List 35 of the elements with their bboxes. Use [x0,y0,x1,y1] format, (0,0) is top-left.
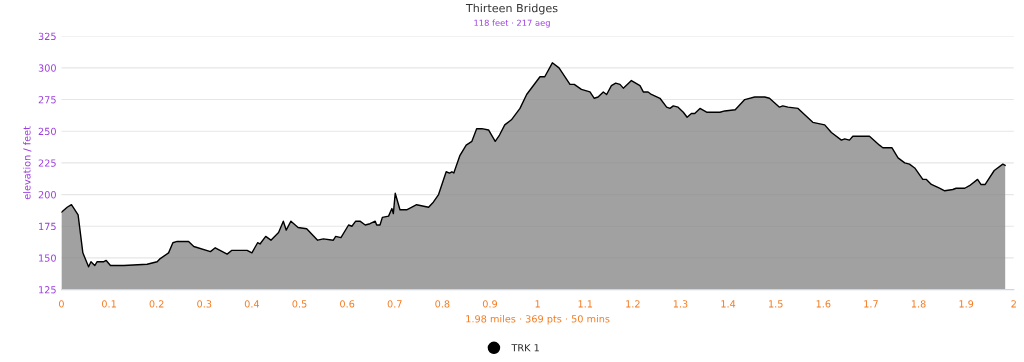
x-tick-label: 1.6 [816,300,831,308]
x-tick-label: 0.4 [244,300,260,308]
x-tick-label: 1.1 [578,300,593,308]
x-tick-label: 1.9 [959,300,974,308]
y-tick-label: 175 [39,222,56,231]
x-tick-label: 0.9 [482,300,498,308]
x-tick-label: 0.2 [149,300,164,308]
y-tick-label: 275 [38,96,56,104]
x-tick-label: 0.8 [435,300,450,308]
x-axis-title: 1.98 miles · 369 pts · 50 mins [466,314,610,325]
y-tick-label: 225 [38,159,56,167]
x-tick-label: 0.6 [340,300,355,308]
chart-title: Thirteen Bridges [465,3,558,15]
y-tick-label: 300 [38,64,56,72]
x-tick-label: 1.3 [673,300,688,308]
y-tick-label: 250 [38,127,56,136]
legend-label: TRK 1 [511,344,539,352]
x-tick-label: 1.5 [769,300,783,308]
x-tick-label: 1.8 [911,300,926,308]
y-tick-label: 125 [39,286,56,294]
y-tick-label: 325 [38,32,56,41]
x-tick-label: 1.4 [721,300,736,308]
x-tick-label: 0.3 [197,300,212,308]
x-tick-label: 0.7 [387,300,402,308]
x-tick-label: 1 [535,300,540,308]
x-tick-label: 0.1 [101,300,116,308]
y-axis-title: elevation / feet [23,126,32,200]
y-tick-label: 200 [38,191,56,199]
x-tick-label: 1.7 [864,300,878,308]
x-tick-label: 0.5 [292,300,307,308]
y-tick-label: 150 [39,254,56,262]
x-tick-label: 2 [1011,300,1016,308]
x-tick-label: 1.2 [626,300,640,308]
chart-subtitle: 118 feet · 217 aeg [474,19,550,28]
x-tick-label: 0 [58,300,64,308]
